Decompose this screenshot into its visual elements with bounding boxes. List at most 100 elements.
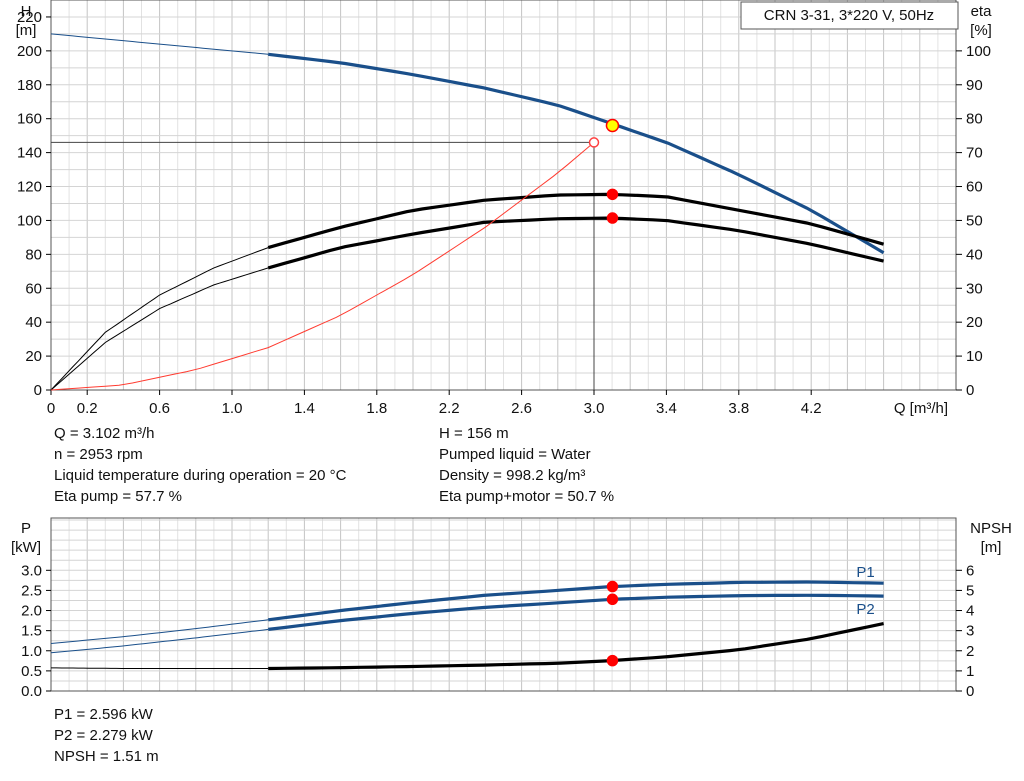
- series-label-p2: P2: [856, 601, 874, 618]
- duty-point-marker: [606, 654, 619, 667]
- duty-point-marker: [606, 212, 619, 224]
- duty-point-marker: [606, 188, 619, 201]
- series-line-thick: [267, 192, 885, 250]
- series-line-thin: [50, 619, 269, 644]
- series-line-thin: [50, 33, 269, 55]
- info-p1: P1 = 2.596 kW: [54, 706, 153, 723]
- y2-tick-label: 2: [966, 643, 974, 660]
- x-tick-label: 4.2: [801, 400, 822, 417]
- series-p2: [50, 593, 884, 654]
- y-tick-label: 3.0: [21, 562, 42, 579]
- duty-point-marker: [588, 137, 600, 148]
- duty-point-info-right: H = 156 m Pumped liquid = Water Density …: [439, 423, 614, 507]
- title-box: [740, 1, 959, 30]
- y2-tick-label: 1: [966, 663, 974, 680]
- y-tick-label: 140: [17, 145, 42, 162]
- y2-tick-label: 0: [966, 683, 974, 700]
- info-head: H = 156 m: [439, 425, 509, 442]
- series-line-thin: [50, 142, 595, 391]
- y-tick-label: 160: [17, 111, 42, 128]
- info-speed: n = 2953 rpm: [54, 446, 143, 463]
- info-liquid-temperature: Liquid temperature during operation = 20…: [54, 467, 347, 484]
- x-axis-label: Q [m³/h]: [894, 400, 948, 417]
- y2-tick-label: 100: [966, 43, 991, 60]
- x-tick-label: 2.6: [511, 400, 532, 417]
- y-tick-label: 80: [25, 246, 42, 263]
- y2-tick-label: 70: [966, 145, 983, 162]
- grid: [51, 0, 956, 390]
- y2-tick-label: 20: [966, 314, 983, 331]
- x-tick-label: 1.8: [366, 400, 387, 417]
- plot-frame: [50, 0, 957, 391]
- series-line-thick: [267, 580, 884, 622]
- series-line-thin: [50, 628, 269, 654]
- series-p1: [50, 580, 884, 644]
- y-axis-unit: [m]: [16, 22, 37, 39]
- head-efficiency-chart: 0 20 40 60 80 100 120 140 160 180 200 220 0 10 20 30 40 5…: [16, 0, 992, 417]
- series-1: [50, 192, 885, 391]
- x-tick-label: 2.2: [439, 400, 460, 417]
- x-tick-label: 3.8: [728, 400, 749, 417]
- y-tick-label: 0.0: [21, 683, 42, 700]
- series-0: [50, 33, 885, 255]
- y-tick-label: 0: [34, 382, 42, 399]
- x-tick-label: 0.6: [149, 400, 170, 417]
- duty-point-marker: [606, 593, 619, 606]
- power-npsh-chart: 0.0 0.5 1.0 1.5 2.0 2.5 3.0 0 1 2 3 4 5 6 P [kW] NPSH [m]…: [11, 517, 1012, 700]
- series-line-thick: [268, 622, 884, 671]
- y2-tick-label: 5: [966, 582, 974, 599]
- series-2: [50, 216, 884, 391]
- series-label-p1: P1: [856, 564, 874, 581]
- x-tick-label: 0: [47, 400, 55, 417]
- x-tick-label: 3.0: [584, 400, 605, 417]
- y-axis-unit: [kW]: [11, 539, 41, 556]
- plot-frame: [50, 517, 957, 692]
- series-line-thin: [50, 247, 269, 391]
- y-axis-label: P: [21, 520, 31, 537]
- y-tick-label: 120: [17, 179, 42, 196]
- series-line-thick: [267, 216, 884, 270]
- y2-tick-label: 0: [966, 382, 974, 399]
- y2-axis-unit: [m]: [981, 539, 1002, 556]
- y-tick-label: 40: [25, 314, 42, 331]
- y2-tick-label: 40: [966, 246, 983, 263]
- y2-axis-label: NPSH: [970, 520, 1012, 537]
- y-axis-label: H: [21, 3, 32, 20]
- info-eta-pump-motor: Eta pump+motor = 50.7 %: [439, 488, 615, 505]
- series-3: [50, 142, 595, 391]
- y-tick-label: 2.0: [21, 603, 42, 620]
- info-pumped-liquid: Pumped liquid = Water: [439, 446, 591, 463]
- y2-tick-label: 50: [966, 212, 983, 229]
- y-tick-label: 200: [17, 43, 42, 60]
- y2-tick-label: 10: [966, 348, 983, 365]
- info-density: Density = 998.2 kg/m³: [439, 467, 586, 484]
- x-tick-label: 3.4: [656, 400, 677, 417]
- y-tick-label: 60: [25, 280, 42, 297]
- duty-point-info-left: Q = 3.102 m³/h n = 2953 rpm Liquid tempe…: [54, 423, 346, 507]
- duty-point-marker: [605, 118, 620, 133]
- y-tick-label: 1.5: [21, 623, 42, 640]
- duty-point-marker: [606, 580, 619, 593]
- x-tick-label: 1.4: [294, 400, 315, 417]
- y-tick-label: 20: [25, 348, 42, 365]
- y2-axis-unit: [%]: [970, 22, 992, 39]
- x-tick-label: 0.2: [77, 400, 98, 417]
- series-line-thick: [268, 52, 885, 255]
- info-p2: P2 = 2.279 kW: [54, 727, 153, 744]
- info-flow: Q = 3.102 m³/h: [54, 425, 155, 442]
- y2-tick-label: 3: [966, 623, 974, 640]
- info-npsh: NPSH = 1.51 m: [54, 748, 159, 765]
- y-tick-label: 220: [17, 9, 42, 26]
- series-line-thin: [51, 667, 269, 669]
- series-line-thin: [50, 267, 269, 391]
- y-tick-label: 2.5: [21, 582, 42, 599]
- y2-tick-label: 80: [966, 111, 983, 128]
- series-2: [51, 622, 884, 671]
- y2-tick-label: 4: [966, 603, 974, 620]
- y-tick-label: 180: [17, 77, 42, 94]
- y2-tick-label: 6: [966, 562, 974, 579]
- y-tick-label: 100: [17, 212, 42, 229]
- info-eta-pump: Eta pump = 57.7 %: [54, 488, 182, 505]
- y2-tick-label: 30: [966, 280, 983, 297]
